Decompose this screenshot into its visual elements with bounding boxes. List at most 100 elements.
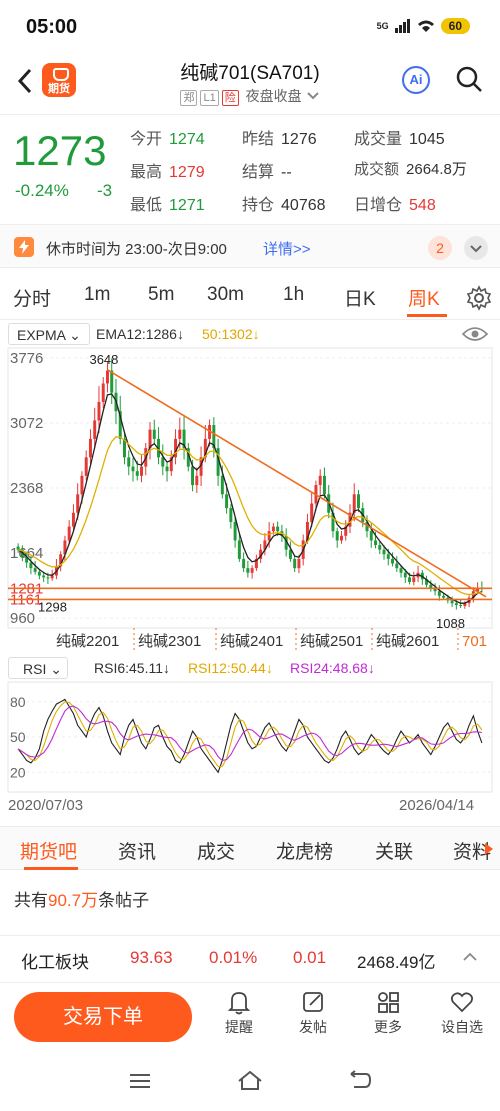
tab-weekly[interactable]: 周K	[408, 289, 440, 310]
low-label: 最低	[130, 197, 163, 214]
candle-body	[246, 568, 250, 573]
title-subline[interactable]: 郑 L1 险 夜盘收盘	[0, 86, 500, 106]
candle-body	[382, 549, 386, 555]
add-watchlist-button[interactable]: 设自选	[432, 989, 492, 1037]
tab-5m[interactable]: 5m	[148, 284, 175, 305]
grid-icon	[378, 992, 399, 1013]
chevron-up-icon[interactable]	[462, 952, 478, 962]
sector-bar[interactable]: 化工板块 93.63 0.01% 0.01 2468.49亿	[0, 935, 500, 979]
indicator-select[interactable]: EXPMA ⌄	[8, 323, 90, 345]
trade-order-button[interactable]: 交易下单	[14, 992, 192, 1042]
candle-body	[463, 603, 467, 606]
chevron-down-icon	[306, 92, 319, 100]
low-value: 1271	[169, 197, 205, 214]
contract-label: 701	[462, 633, 487, 650]
candle-body	[174, 438, 178, 458]
candle-body	[16, 546, 20, 550]
arrow-right-icon[interactable]	[484, 842, 494, 856]
alert-button[interactable]: 提醒	[209, 989, 269, 1037]
candle-body	[352, 494, 356, 513]
prev-close-label: 昨结	[242, 131, 275, 148]
tab-related[interactable]: 关联	[375, 842, 414, 863]
tab-dragon-tiger[interactable]: 龙虎榜	[276, 842, 334, 863]
tab-daily[interactable]: 日K	[344, 289, 376, 310]
candle-body	[339, 535, 343, 541]
tab-profile[interactable]: 资料	[453, 842, 492, 863]
expand-button[interactable]	[464, 236, 488, 260]
candle-body	[46, 577, 50, 579]
settle-value: --	[281, 164, 292, 181]
ema12-line	[17, 393, 483, 604]
futures-logo: 期货	[42, 63, 76, 97]
rsi-select[interactable]: RSI ⌄	[8, 657, 68, 679]
high-label: 最高	[130, 164, 163, 181]
tab-trades[interactable]: 成交	[197, 842, 236, 863]
battery-indicator: 60	[440, 18, 470, 34]
rsi-tick-label: 80	[10, 694, 26, 710]
tag-risk: 险	[221, 90, 239, 106]
contract-label: 纯碱2601	[376, 633, 439, 650]
sector-change: 0.01	[293, 948, 327, 967]
candle-body	[225, 494, 229, 509]
candle-body	[140, 466, 143, 476]
change-value: -3	[97, 181, 113, 200]
turnover-value: 2664.8万	[406, 161, 467, 178]
back-nav-icon[interactable]	[348, 1070, 372, 1090]
ai-assistant-button[interactable]: Ai	[402, 66, 430, 94]
more-button[interactable]: 更多	[358, 989, 418, 1037]
candle-body	[267, 531, 271, 541]
candle-body	[369, 531, 373, 541]
trading-hours-notice[interactable]: 休市时间为 23:00-次日9:00 详情>> 2	[0, 224, 500, 268]
candle-body	[450, 600, 454, 604]
candle-body	[476, 587, 480, 592]
more-label: 更多	[374, 1019, 402, 1035]
candle-body	[288, 549, 292, 559]
candle-body	[378, 545, 382, 550]
back-icon[interactable]	[12, 64, 38, 98]
candle-body	[318, 475, 322, 486]
ema12-value: EMA12:1286↓	[96, 326, 184, 342]
tag-level: L1	[200, 90, 219, 106]
tab-1m[interactable]: 1m	[84, 284, 111, 305]
posts-prefix: 共有	[14, 891, 48, 910]
high-value: 1279	[169, 164, 205, 181]
notice-details-link[interactable]: 详情>>	[263, 241, 311, 258]
tab-forum[interactable]: 期货吧	[20, 842, 78, 863]
bell-icon	[227, 992, 251, 1015]
tab-1h[interactable]: 1h	[283, 284, 305, 305]
tab-intraday[interactable]: 分时	[13, 289, 52, 310]
search-icon[interactable]	[454, 64, 484, 94]
candle-body	[76, 494, 80, 513]
low-right-annotation: 1088	[436, 616, 465, 631]
status-bar: 05:00 5G 60	[0, 0, 500, 58]
candle-body	[233, 521, 237, 541]
contract-label: 纯碱2501	[300, 633, 363, 650]
menu-icon[interactable]	[128, 1072, 152, 1090]
network-label: 5G	[376, 21, 389, 31]
tab-30m[interactable]: 30m	[207, 284, 244, 305]
candle-body	[237, 540, 241, 559]
candle-body	[399, 568, 403, 573]
candle-body	[297, 558, 301, 569]
settings-gear-icon[interactable]	[466, 285, 492, 311]
candle-body	[199, 457, 203, 476]
eye-icon[interactable]	[462, 325, 488, 343]
rsi-name: RSI	[23, 661, 47, 677]
kline-chart[interactable]: 377630722368166412811161960364812981088纯…	[0, 0, 500, 830]
candle-body	[105, 370, 109, 384]
y-tick-label: 2368	[10, 480, 43, 497]
ema50-value: 50:1302↓	[202, 326, 260, 342]
tab-news[interactable]: 资讯	[118, 842, 157, 863]
post-button[interactable]: 发帖	[283, 989, 343, 1037]
posts-number: 90.7万	[48, 891, 99, 910]
candle-body	[408, 577, 412, 582]
low-left-annotation: 1298	[38, 599, 67, 614]
candle-body	[203, 438, 207, 458]
rsi24-value: RSI24:48.68↓	[290, 660, 375, 676]
candle-body	[195, 475, 199, 486]
y-tick-label: 3072	[10, 415, 43, 432]
home-icon[interactable]	[237, 1069, 263, 1091]
open-value: 1274	[169, 131, 205, 148]
candle-body	[80, 475, 84, 495]
